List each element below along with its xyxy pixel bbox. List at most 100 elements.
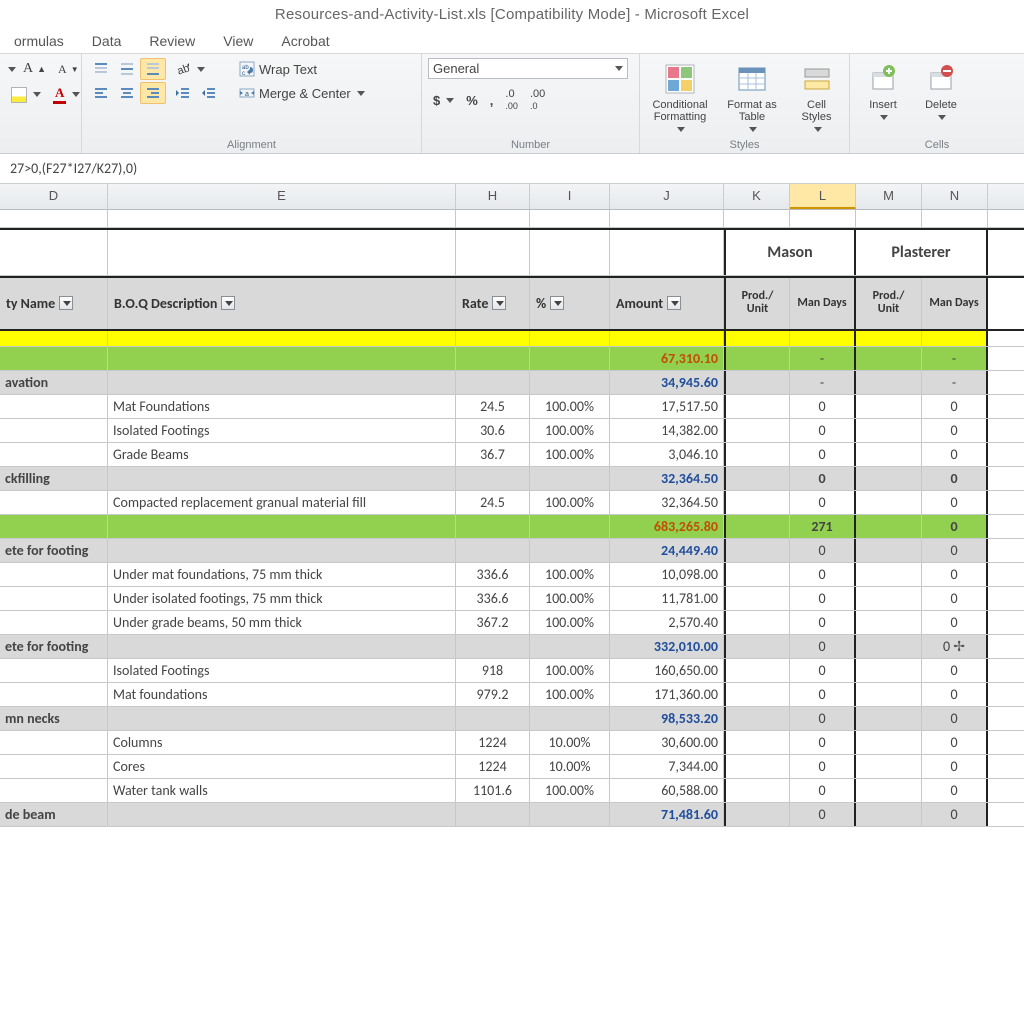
cell[interactable] (856, 443, 922, 466)
cell[interactable] (856, 467, 922, 490)
insert-button[interactable]: Insert (856, 58, 910, 125)
cell[interactable]: 34,945.60 (610, 371, 724, 394)
cell[interactable]: 0 (790, 755, 856, 778)
cell[interactable]: 0 (922, 611, 988, 634)
cell[interactable] (108, 635, 456, 658)
cell[interactable] (724, 491, 790, 514)
cell[interactable]: 0 (790, 539, 856, 562)
cell[interactable]: 171,360.00 (610, 683, 724, 706)
cell[interactable] (108, 371, 456, 394)
cell[interactable] (0, 443, 108, 466)
filter-button[interactable] (667, 296, 681, 310)
cell[interactable] (0, 563, 108, 586)
cell[interactable]: 100.00% (530, 443, 610, 466)
filter-button[interactable] (492, 296, 506, 310)
cell[interactable]: 10.00% (530, 731, 610, 754)
cell[interactable] (530, 371, 610, 394)
merge-center-button[interactable]: aMerge & Center (234, 82, 370, 104)
cell[interactable] (456, 331, 530, 346)
cell[interactable]: Under mat foundations, 75 mm thick (108, 563, 456, 586)
cell[interactable]: Mat foundations (108, 683, 456, 706)
ribbon-tab[interactable]: View (221, 29, 255, 53)
comma-format-button[interactable]: , (485, 85, 499, 115)
ribbon-tab[interactable]: Review (147, 29, 197, 53)
cell[interactable] (856, 587, 922, 610)
cell[interactable]: Mason (724, 230, 856, 275)
cell[interactable]: 160,650.00 (610, 659, 724, 682)
cell[interactable] (456, 539, 530, 562)
cell[interactable]: 0 (790, 395, 856, 418)
cell[interactable] (610, 210, 724, 227)
cell[interactable]: 0 (922, 779, 988, 802)
cell[interactable] (724, 563, 790, 586)
cell[interactable] (0, 587, 108, 610)
cell[interactable] (856, 371, 922, 394)
cell[interactable] (856, 803, 922, 826)
cell[interactable] (856, 539, 922, 562)
cell[interactable]: 100.00% (530, 683, 610, 706)
cell[interactable] (108, 230, 456, 275)
cell[interactable] (108, 331, 456, 346)
cell[interactable] (724, 683, 790, 706)
filter-button[interactable] (59, 296, 73, 310)
cell[interactable]: Under grade beams, 50 mm thick (108, 611, 456, 634)
cell[interactable]: 0 (922, 419, 988, 442)
cell[interactable]: Columns (108, 731, 456, 754)
cell[interactable]: 1101.6 (456, 779, 530, 802)
cell[interactable] (0, 347, 108, 370)
cell[interactable]: 336.6 (456, 563, 530, 586)
column-header[interactable]: M (856, 184, 922, 209)
cell[interactable] (790, 331, 856, 346)
cell[interactable]: 0 (790, 731, 856, 754)
cell[interactable] (0, 515, 108, 538)
cell[interactable]: 0 (922, 731, 988, 754)
cell[interactable]: 0 (922, 803, 988, 826)
cell[interactable] (724, 707, 790, 730)
cell[interactable] (724, 210, 790, 227)
cell[interactable]: 336.6 (456, 587, 530, 610)
cell[interactable]: 2,570.40 (610, 611, 724, 634)
ribbon-tab[interactable]: Acrobat (279, 29, 331, 53)
cell[interactable]: 0 (790, 563, 856, 586)
cell[interactable] (724, 731, 790, 754)
cell[interactable] (724, 659, 790, 682)
cell[interactable] (724, 587, 790, 610)
cell[interactable]: 36.7 (456, 443, 530, 466)
cell[interactable]: 71,481.60 (610, 803, 724, 826)
cell[interactable] (724, 539, 790, 562)
cell[interactable] (856, 491, 922, 514)
cell[interactable]: 0 (790, 803, 856, 826)
cell[interactable] (724, 755, 790, 778)
cell[interactable] (610, 230, 724, 275)
cell[interactable] (856, 395, 922, 418)
cell[interactable]: 0 (790, 683, 856, 706)
cell[interactable] (724, 611, 790, 634)
cell[interactable] (108, 347, 456, 370)
cell[interactable] (610, 331, 724, 346)
decrease-indent-button[interactable] (170, 82, 196, 104)
cell[interactable]: 98,533.20 (610, 707, 724, 730)
cell[interactable]: 0 (790, 443, 856, 466)
cell[interactable]: 24,449.40 (610, 539, 724, 562)
cell[interactable]: Man Days (790, 278, 856, 328)
cell[interactable]: 0 ✢ (922, 635, 988, 658)
cell[interactable] (530, 331, 610, 346)
font-size-caret[interactable] (8, 67, 16, 72)
column-header[interactable]: J (610, 184, 724, 209)
cell[interactable] (456, 371, 530, 394)
cell[interactable]: 30.6 (456, 419, 530, 442)
cell[interactable]: 0 (922, 395, 988, 418)
cell[interactable]: 0 (790, 779, 856, 802)
grid[interactable]: MasonPlastererty NameB.O.Q DescriptionRa… (0, 210, 1024, 826)
cell[interactable]: 100.00% (530, 395, 610, 418)
cell[interactable]: Amount (610, 278, 724, 328)
cell[interactable]: ete for footing (0, 539, 108, 562)
cell[interactable] (856, 419, 922, 442)
cell[interactable]: 0 (790, 467, 856, 490)
cell[interactable]: 100.00% (530, 563, 610, 586)
cell[interactable]: 24.5 (456, 491, 530, 514)
cell[interactable] (108, 210, 456, 227)
cell[interactable] (0, 210, 108, 227)
cell[interactable] (530, 515, 610, 538)
cell[interactable] (856, 707, 922, 730)
